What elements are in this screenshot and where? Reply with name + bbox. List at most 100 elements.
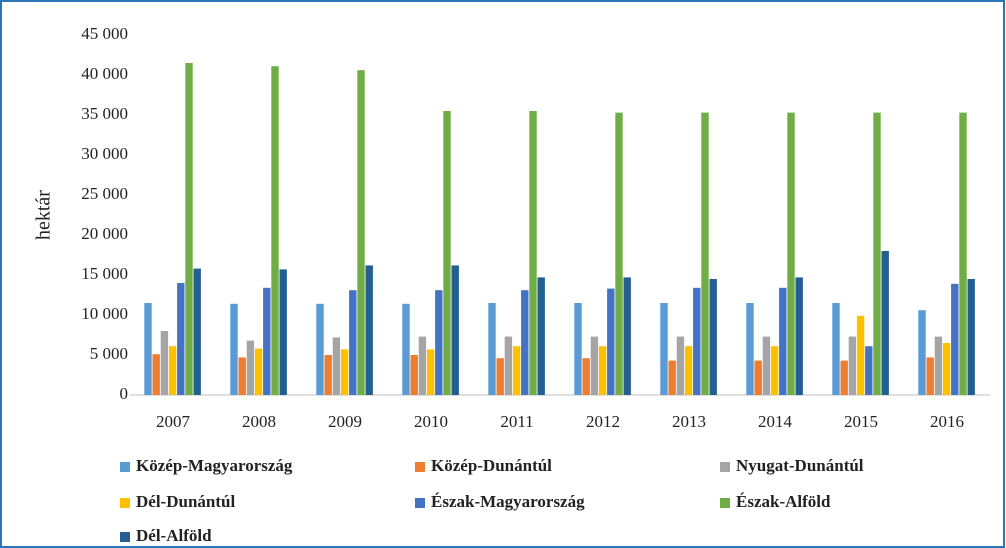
bar — [160, 331, 169, 395]
bar — [574, 303, 582, 395]
bar — [754, 360, 762, 395]
legend-label: Közép-Magyarország — [136, 456, 293, 475]
bar — [152, 354, 160, 395]
x-tick-label: 2016 — [930, 412, 964, 431]
bar — [435, 290, 443, 395]
bar — [951, 283, 959, 395]
bar — [762, 336, 771, 395]
bar — [770, 346, 779, 395]
bar — [254, 348, 263, 395]
bar — [709, 279, 717, 395]
bar — [693, 287, 701, 395]
bar — [357, 70, 365, 395]
x-tick-label: 2010 — [414, 412, 448, 431]
bar — [787, 112, 795, 395]
bar — [496, 358, 504, 395]
bar — [934, 336, 943, 395]
bar — [488, 303, 496, 395]
legend-swatch — [415, 462, 425, 472]
bar — [926, 357, 934, 395]
bar — [263, 287, 271, 395]
x-tick-label: 2014 — [758, 412, 793, 431]
legend-label: Közép-Dunántúl — [431, 456, 552, 475]
bar — [332, 337, 341, 395]
bar — [246, 340, 255, 395]
bar — [848, 336, 857, 395]
bar — [504, 336, 513, 395]
y-tick-label: 0 — [120, 384, 129, 403]
bar — [967, 279, 975, 395]
bar — [795, 277, 803, 395]
bar — [537, 277, 545, 395]
bar — [701, 112, 709, 395]
bar — [418, 336, 427, 395]
bar — [779, 287, 787, 395]
legend-swatch — [415, 498, 425, 508]
y-tick-label: 45 000 — [81, 24, 128, 43]
bar — [918, 310, 926, 395]
y-tick-label: 30 000 — [81, 144, 128, 163]
bar — [582, 358, 590, 395]
legend-swatch — [120, 462, 130, 472]
bar — [615, 112, 623, 395]
x-tick-label: 2008 — [242, 412, 276, 431]
bar — [873, 112, 881, 395]
bar — [865, 346, 873, 395]
bar — [959, 112, 967, 395]
bar — [340, 349, 349, 395]
x-tick-label: 2009 — [328, 412, 362, 431]
bar — [271, 66, 279, 395]
bar — [598, 346, 607, 395]
x-tick-label: 2013 — [672, 412, 706, 431]
bar — [365, 265, 373, 395]
bar — [426, 349, 435, 395]
y-tick-label: 40 000 — [81, 64, 128, 83]
y-tick-label: 5 000 — [90, 344, 128, 363]
x-tick-label: 2012 — [586, 412, 620, 431]
bar — [349, 290, 357, 395]
bar — [324, 355, 332, 395]
x-tick-label: 2015 — [844, 412, 878, 431]
bar — [402, 303, 410, 395]
x-tick-label: 2007 — [156, 412, 191, 431]
bar — [279, 269, 287, 395]
bar — [676, 336, 685, 395]
legend-label: Dél-Dunántúl — [136, 492, 235, 511]
bar — [193, 268, 201, 395]
bar — [177, 283, 185, 395]
legend-swatch — [720, 462, 730, 472]
bar — [238, 357, 246, 395]
legend-swatch — [120, 532, 130, 542]
y-tick-label: 25 000 — [81, 184, 128, 203]
bar — [607, 288, 615, 395]
bar — [521, 290, 529, 395]
legend-label: Nyugat-Dunántúl — [736, 456, 864, 475]
x-tick-label: 2011 — [500, 412, 533, 431]
legend-swatch — [120, 498, 130, 508]
y-tick-label: 20 000 — [81, 224, 128, 243]
bar — [746, 303, 754, 395]
bar — [410, 355, 418, 395]
bar — [881, 251, 889, 395]
bar — [942, 343, 951, 395]
bar — [168, 346, 177, 395]
bar — [832, 303, 840, 395]
bar — [144, 303, 152, 395]
legend-swatch — [720, 498, 730, 508]
bar — [443, 111, 451, 395]
bar — [856, 315, 865, 395]
y-axis-label: hektár — [33, 190, 55, 240]
bar — [668, 360, 676, 395]
bar — [185, 63, 193, 395]
bar — [316, 303, 324, 395]
bar — [590, 336, 599, 395]
y-tick-label: 15 000 — [81, 264, 128, 283]
bar — [230, 303, 238, 395]
bar — [660, 303, 668, 395]
y-tick-label: 35 000 — [81, 104, 128, 123]
bar — [684, 346, 693, 395]
bar — [529, 111, 537, 395]
